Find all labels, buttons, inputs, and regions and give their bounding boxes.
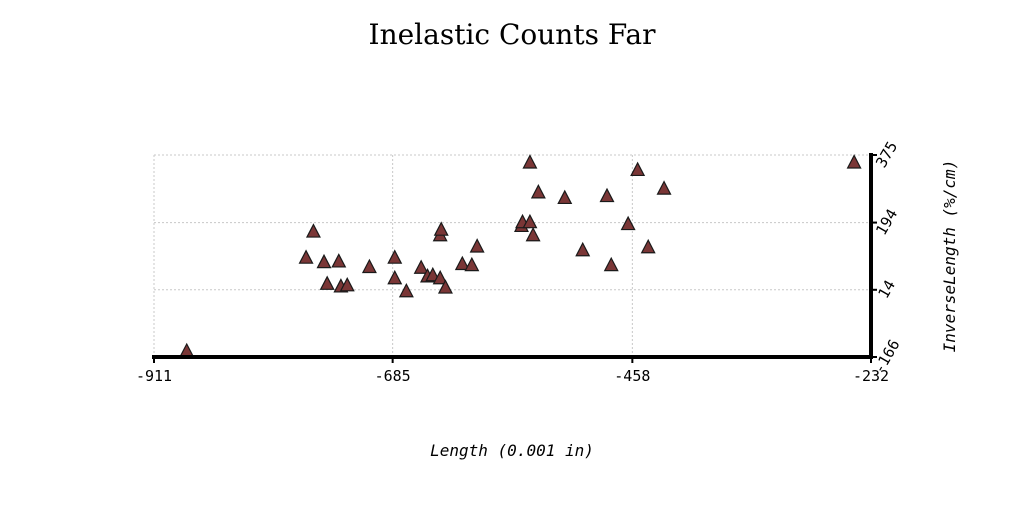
data-point-triangle bbox=[339, 277, 355, 292]
data-point-triangle bbox=[640, 238, 656, 254]
data-point-triangle bbox=[432, 269, 448, 285]
data-point-triangle bbox=[522, 154, 538, 169]
data-point-triangle bbox=[846, 154, 862, 169]
data-point-triangle bbox=[620, 215, 636, 231]
data-point-triangle bbox=[433, 221, 449, 236]
data-point-triangle bbox=[316, 253, 332, 269]
data-point-triangle bbox=[387, 269, 403, 285]
data-point-triangle bbox=[557, 189, 573, 205]
data-point-triangle bbox=[464, 256, 480, 272]
data-point-triangle bbox=[298, 249, 314, 264]
data-point-triangle bbox=[525, 226, 541, 242]
x-tick-label: -232 bbox=[853, 367, 889, 385]
y-axis-label: InverseLength (%/cm) bbox=[940, 160, 959, 353]
x-tick-label: -911 bbox=[136, 367, 172, 385]
grid bbox=[153, 154, 871, 357]
axes bbox=[152, 153, 877, 363]
data-point-triangle bbox=[425, 266, 441, 282]
data-point-triangle bbox=[599, 187, 615, 203]
data-point-triangle bbox=[469, 238, 485, 253]
data-point-triangle bbox=[530, 184, 546, 199]
y-tick-label: 194 bbox=[872, 206, 901, 238]
data-point-triangle bbox=[437, 279, 453, 294]
data-point-triangle bbox=[305, 223, 321, 238]
y-tick-label: 375 bbox=[872, 138, 901, 170]
data-point-triangle bbox=[656, 180, 672, 195]
data-point-triangle bbox=[522, 213, 538, 229]
x-tick-label: -458 bbox=[614, 367, 650, 385]
data-point-triangle bbox=[361, 258, 377, 274]
x-axis-label: Length (0.001 in) bbox=[430, 441, 594, 460]
data-point-triangle bbox=[454, 255, 470, 271]
data-point-triangle bbox=[398, 282, 414, 298]
data-point-triangle bbox=[387, 249, 403, 264]
chart-title: Inelastic Counts Far bbox=[369, 18, 657, 51]
data-points bbox=[179, 154, 862, 358]
x-tick-label: -685 bbox=[375, 367, 411, 385]
y-tick-label: 14 bbox=[874, 277, 899, 302]
data-point-triangle bbox=[331, 253, 347, 268]
data-point-triangle bbox=[575, 241, 591, 257]
data-point-triangle bbox=[179, 342, 195, 358]
data-point-triangle bbox=[630, 161, 646, 177]
data-point-triangle bbox=[413, 259, 429, 274]
data-point-triangle bbox=[319, 275, 335, 290]
data-point-triangle bbox=[603, 256, 619, 272]
